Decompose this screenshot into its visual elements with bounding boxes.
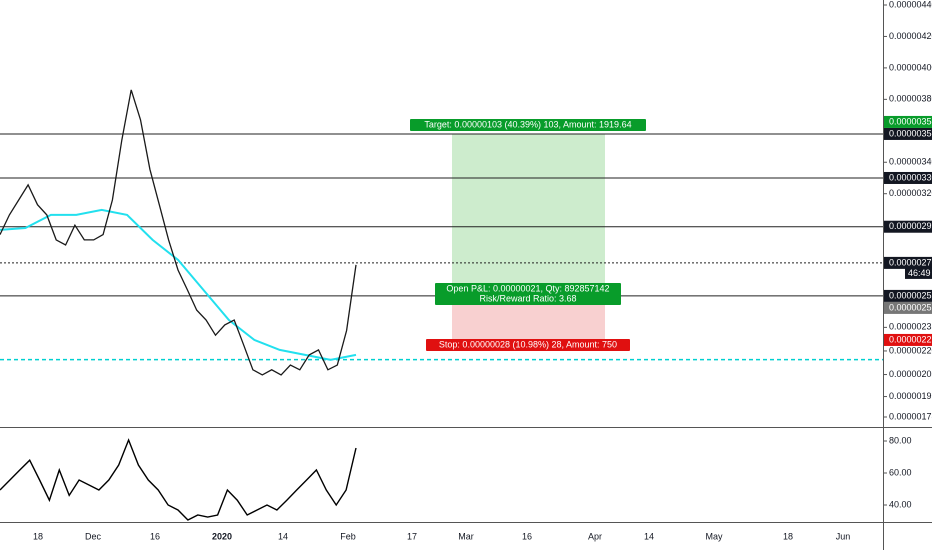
countdown: 46:49 [908,268,931,278]
level-badge [884,289,932,302]
position-label-box [410,119,646,131]
pnl-label: Open P&L: 0.00000021, Qty: 892857142 [446,283,609,293]
time-label: 16 [522,531,532,541]
price-tick-label: 0.00000320 [889,188,932,198]
stop-label: Stop: 0.00000028 (10.98%) 28, Amount: 75… [439,339,617,349]
moving-average [0,208,357,361]
price-tick-label: 0.00000178 [889,411,932,421]
countdown-badge [905,267,932,279]
price-tick-label: 0.00000440 [889,0,932,9]
rsi-line [0,438,357,521]
stop-badge-label: 0.00000227 [889,334,932,344]
time-label: 17 [407,531,417,541]
time-label: Dec [85,531,102,541]
rsi-tick-label: 80.00 [889,435,912,445]
time-label: Mar [458,531,474,541]
level-badge-label: 0.00000299 [889,221,932,231]
level-badge-label: 0.00000255 [889,290,932,300]
time-label: 16 [150,531,160,541]
price-tick-label: 0.00000205 [889,369,932,379]
stop-badge [884,333,932,346]
target-badge [884,115,932,128]
position-label-box [435,283,621,305]
price-line [0,89,357,376]
price-tick-label: 0.00000235 [889,322,932,332]
position-label-box [426,339,630,351]
time-label: 14 [644,531,654,541]
level-badge-label: 0.00000330 [889,172,932,182]
time-label: May [705,531,723,541]
ratio-label: Risk/Reward Ratio: 3.68 [479,293,576,303]
level-badge [884,127,932,140]
level-badge [884,256,932,269]
time-label: Apr [588,531,602,541]
level-badge-label: 0.00000276 [889,257,932,267]
rsi-tick-label: 60.00 [889,467,912,477]
time-label: 14 [278,531,288,541]
level-badge-label: 0.00000358 [889,128,932,138]
price-tick-label: 0.00000191 [889,391,932,401]
target-zone [452,133,605,296]
entry-badge-label: 0.00000255 [889,302,932,312]
time-label: 18 [783,531,793,541]
time-label: 2020 [212,531,232,541]
price-tick-label: 0.00000340 [889,157,932,167]
time-label: Feb [340,531,356,541]
target-label: Target: 0.00000103 (40.39%) 103, Amount:… [424,119,631,129]
price-tick-label: 0.00000400 [889,62,932,72]
level-badge [884,220,932,233]
time-label: Jun [836,531,851,541]
entry-badge [884,301,932,314]
rsi-tick-label: 40.00 [889,499,912,509]
time-label: 18 [33,531,43,541]
price-tick-label: 0.00000220 [889,345,932,355]
level-badge [884,171,932,184]
price-tick-label: 0.00000420 [889,31,932,41]
target-badge-label: 0.00000358 [889,116,932,126]
price-tick-label: 0.00000380 [889,94,932,104]
